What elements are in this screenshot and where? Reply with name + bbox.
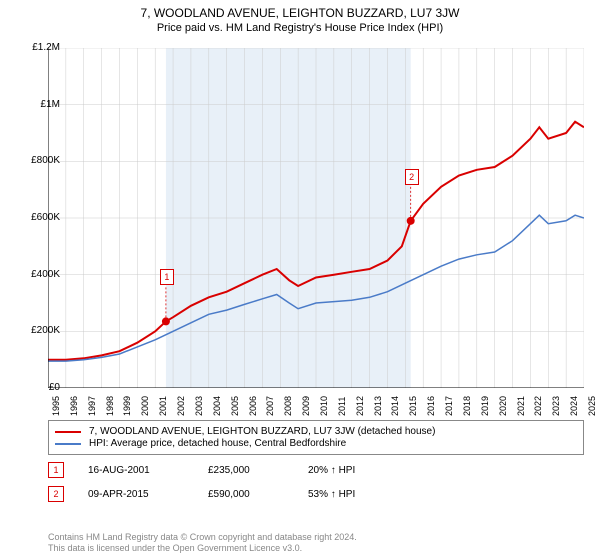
- sale-price-2: £590,000: [208, 489, 308, 500]
- x-tick-label: 2014: [390, 396, 400, 416]
- y-tick-label: £200K: [16, 325, 60, 336]
- legend-row-property: 7, WOODLAND AVENUE, LEIGHTON BUZZARD, LU…: [55, 426, 577, 437]
- chart-subtitle: Price paid vs. HM Land Registry's House …: [0, 20, 600, 40]
- legend-swatch-property: [55, 431, 81, 433]
- x-tick-label: 2002: [176, 396, 186, 416]
- x-tick-label: 1995: [51, 396, 61, 416]
- x-tick-label: 2024: [569, 396, 579, 416]
- x-tick-label: 2001: [158, 396, 168, 416]
- chart-title: 7, WOODLAND AVENUE, LEIGHTON BUZZARD, LU…: [0, 0, 600, 20]
- x-tick-label: 2003: [194, 396, 204, 416]
- sale-row-2: 2 09-APR-2015 £590,000 53% ↑ HPI: [48, 486, 584, 502]
- sale-delta-1: 20% ↑ HPI: [308, 465, 355, 476]
- x-tick-label: 1996: [69, 396, 79, 416]
- legend-label-property: 7, WOODLAND AVENUE, LEIGHTON BUZZARD, LU…: [89, 426, 435, 437]
- x-tick-label: 2010: [319, 396, 329, 416]
- legend-row-hpi: HPI: Average price, detached house, Cent…: [55, 438, 577, 449]
- sale-date-1: 16-AUG-2001: [88, 465, 208, 476]
- footer-line-2: This data is licensed under the Open Gov…: [48, 543, 584, 554]
- x-tick-label: 2018: [462, 396, 472, 416]
- legend-box: 7, WOODLAND AVENUE, LEIGHTON BUZZARD, LU…: [48, 420, 584, 455]
- chart-container: 7, WOODLAND AVENUE, LEIGHTON BUZZARD, LU…: [0, 0, 600, 560]
- x-tick-label: 2011: [337, 397, 347, 416]
- x-tick-label: 2006: [248, 396, 258, 416]
- chart-svg: [48, 48, 584, 388]
- sale-price-1: £235,000: [208, 465, 308, 476]
- x-tick-label: 2016: [426, 396, 436, 416]
- legend-label-hpi: HPI: Average price, detached house, Cent…: [89, 438, 346, 449]
- x-tick-label: 2025: [587, 396, 597, 416]
- x-tick-label: 2012: [355, 396, 365, 416]
- footer-attribution: Contains HM Land Registry data © Crown c…: [48, 532, 584, 554]
- y-tick-label: £0: [16, 382, 60, 393]
- x-tick-label: 2019: [480, 396, 490, 416]
- x-tick-label: 2017: [444, 396, 454, 416]
- x-tick-label: 1999: [122, 396, 132, 416]
- y-tick-label: £1M: [16, 99, 60, 110]
- legend-swatch-hpi: [55, 443, 81, 445]
- chart-sale-marker: 2: [405, 169, 419, 185]
- sale-row-1: 1 16-AUG-2001 £235,000 20% ↑ HPI: [48, 462, 584, 478]
- x-tick-label: 2022: [533, 396, 543, 416]
- footer-line-1: Contains HM Land Registry data © Crown c…: [48, 532, 584, 543]
- x-tick-label: 2023: [551, 396, 561, 416]
- x-tick-label: 1998: [105, 396, 115, 416]
- x-tick-label: 2000: [140, 396, 150, 416]
- x-tick-label: 2020: [498, 396, 508, 416]
- x-tick-label: 2013: [373, 396, 383, 416]
- chart-sale-marker: 1: [160, 269, 174, 285]
- sale-date-2: 09-APR-2015: [88, 489, 208, 500]
- sale-marker-2: 2: [48, 486, 64, 502]
- y-tick-label: £1.2M: [16, 42, 60, 53]
- y-tick-label: £400K: [16, 269, 60, 280]
- chart-plot-area: [48, 48, 584, 388]
- x-tick-label: 2005: [230, 396, 240, 416]
- y-tick-label: £800K: [16, 155, 60, 166]
- x-tick-label: 2004: [212, 396, 222, 416]
- y-tick-label: £600K: [16, 212, 60, 223]
- x-tick-label: 2009: [301, 396, 311, 416]
- x-tick-label: 2007: [265, 396, 275, 416]
- x-tick-label: 2008: [283, 396, 293, 416]
- sale-marker-1: 1: [48, 462, 64, 478]
- x-tick-label: 1997: [87, 396, 97, 416]
- x-tick-label: 2021: [516, 396, 526, 416]
- sale-delta-2: 53% ↑ HPI: [308, 489, 355, 500]
- x-tick-label: 2015: [408, 396, 418, 416]
